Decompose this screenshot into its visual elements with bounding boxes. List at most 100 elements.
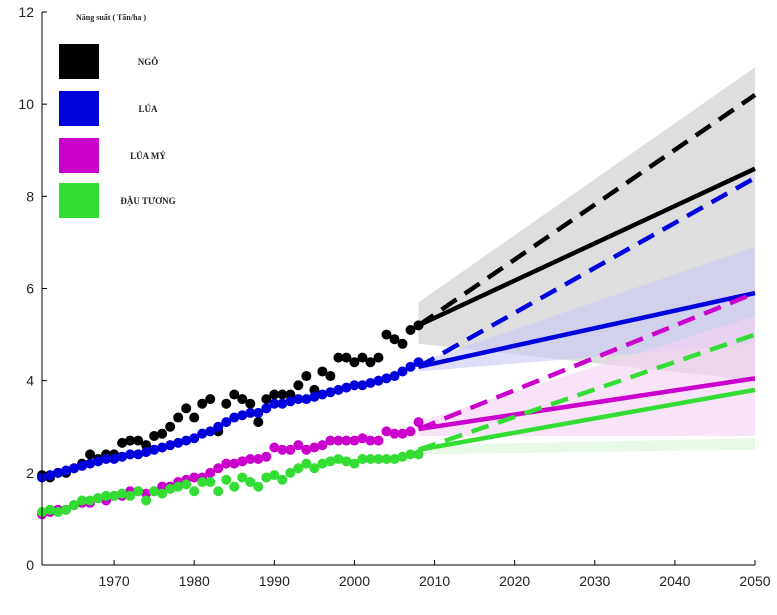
point-lua <box>77 460 88 471</box>
point-lua <box>269 398 280 409</box>
point-dau-tuong <box>181 479 192 490</box>
legend-label-ngo: NGÔ <box>138 57 159 67</box>
point-lua <box>125 449 136 460</box>
point-lua <box>333 384 344 395</box>
point-dau-tuong <box>141 495 152 506</box>
point-lua <box>277 398 288 409</box>
point-lua <box>389 371 400 382</box>
point-dau-tuong <box>205 477 216 488</box>
point-lua-my <box>245 454 256 465</box>
point-ngo <box>261 394 272 405</box>
point-lua <box>365 377 376 388</box>
point-lua-my <box>285 444 296 455</box>
point-dau-tuong <box>53 507 64 518</box>
legend-label-lua: LÚA <box>138 104 158 114</box>
point-ngo <box>173 412 184 423</box>
point-lua-my <box>333 435 344 446</box>
point-lua-my <box>213 463 224 474</box>
legend-swatch-ngo <box>59 44 99 79</box>
legend-title: Năng suất ( Tấn/ha ) <box>76 13 146 22</box>
point-dau-tuong <box>253 481 264 492</box>
point-lua-my <box>293 440 304 451</box>
point-dau-tuong <box>373 454 384 465</box>
point-lua <box>149 444 160 455</box>
point-dau-tuong <box>85 495 96 506</box>
y-tick-label: 12 <box>18 4 34 20</box>
point-lua-my <box>381 426 392 437</box>
point-lua <box>397 366 408 377</box>
y-tick-label: 6 <box>26 281 34 297</box>
point-lua <box>45 470 56 481</box>
point-ngo <box>389 334 400 345</box>
point-lua-my <box>389 428 400 439</box>
point-ngo <box>277 389 288 400</box>
point-lua <box>325 387 336 398</box>
point-dau-tuong <box>221 474 232 485</box>
point-lua <box>237 410 248 421</box>
point-lua <box>133 449 144 460</box>
point-dau-tuong <box>189 486 200 497</box>
point-ngo <box>301 371 312 382</box>
trend-line-lua <box>418 290 756 370</box>
point-lua <box>405 361 416 372</box>
y-tick-label: 2 <box>26 465 34 481</box>
point-dau-tuong <box>325 456 336 467</box>
x-tick-label: 2000 <box>339 573 370 589</box>
trend-line-ngo <box>417 166 756 328</box>
legend-label-lua-my: LÚA MÝ <box>130 151 166 161</box>
point-lua-my <box>413 417 424 428</box>
point-lua <box>213 421 224 432</box>
x-tick-label: 2040 <box>659 573 690 589</box>
point-dau-tuong <box>341 456 352 467</box>
point-dau-tuong <box>149 486 160 497</box>
point-lua-my <box>357 433 368 444</box>
point-lua-my <box>405 426 416 437</box>
band-dau-tuong <box>418 438 755 455</box>
point-lua <box>165 440 176 451</box>
required-line-dau-tuong <box>417 332 756 452</box>
point-ngo <box>253 417 264 428</box>
point-lua-my <box>397 428 408 439</box>
point-lua-my <box>205 467 216 478</box>
point-lua-my <box>373 435 384 446</box>
point-ngo <box>269 389 280 400</box>
point-lua <box>85 458 96 469</box>
point-lua <box>189 433 200 444</box>
point-lua-my <box>189 472 200 483</box>
point-lua-my <box>221 458 232 469</box>
point-ngo <box>381 329 392 340</box>
point-ngo <box>117 437 128 448</box>
band-lua <box>418 247 755 372</box>
point-ngo <box>133 435 144 446</box>
y-tick-label: 8 <box>26 188 34 204</box>
point-lua-my <box>269 442 280 453</box>
projection-lines <box>417 93 757 453</box>
point-lua <box>261 403 272 414</box>
point-lua <box>53 467 64 478</box>
point-lua-my <box>229 458 240 469</box>
y-tick-label: 10 <box>18 96 34 112</box>
point-dau-tuong <box>133 486 144 497</box>
legend-swatch-lua <box>59 91 99 126</box>
point-dau-tuong <box>157 488 168 499</box>
point-lua-my <box>237 456 248 467</box>
point-dau-tuong <box>197 477 208 488</box>
point-dau-tuong <box>309 463 320 474</box>
required-line-ngo <box>417 93 757 328</box>
point-lua <box>381 373 392 384</box>
point-dau-tuong <box>229 481 240 492</box>
point-dau-tuong <box>213 486 224 497</box>
point-dau-tuong <box>357 454 368 465</box>
point-lua <box>61 465 72 476</box>
required-line-lua <box>417 175 757 369</box>
point-lua <box>93 456 104 467</box>
point-dau-tuong <box>277 474 288 485</box>
y-tick-label: 4 <box>26 373 34 389</box>
point-lua <box>349 380 360 391</box>
point-lua <box>357 380 368 391</box>
point-ngo <box>181 403 192 414</box>
point-lua <box>109 454 120 465</box>
point-ngo <box>125 435 136 446</box>
point-ngo <box>309 384 320 395</box>
